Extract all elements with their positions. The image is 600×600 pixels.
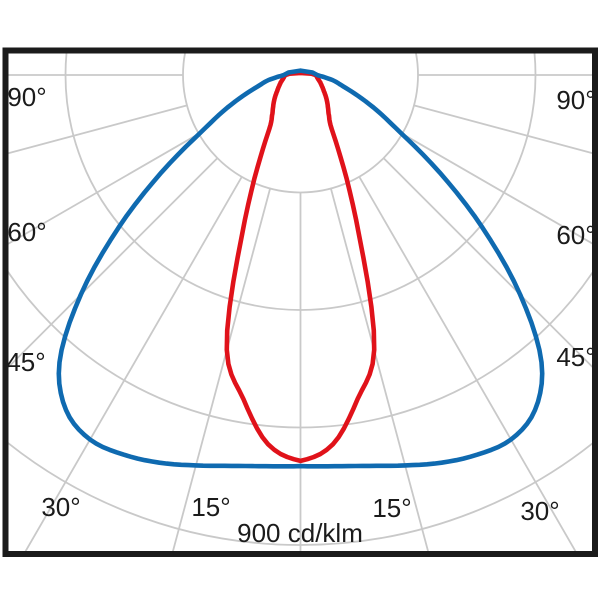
angle-label-left-30: 30° (41, 492, 80, 522)
angle-label-right-45: 45° (556, 342, 595, 372)
angle-label-left-45: 45° (6, 347, 45, 377)
angle-label-right-30: 30° (520, 496, 559, 526)
angle-label-right-90: 90° (556, 85, 595, 115)
intensity-scale-caption: 900 cd/klm (237, 518, 363, 548)
angle-label-right-15: 15° (372, 493, 411, 523)
red-intensity-curve (224, 70, 377, 464)
angle-label-left-60: 60° (7, 217, 46, 247)
diagram-frame (2, 47, 598, 557)
angle-label-left-90: 90° (7, 82, 46, 112)
angle-label-right-60: 60° (556, 220, 595, 250)
angle-label-left-15: 15° (191, 492, 230, 522)
blue-intensity-curve (56, 68, 545, 469)
